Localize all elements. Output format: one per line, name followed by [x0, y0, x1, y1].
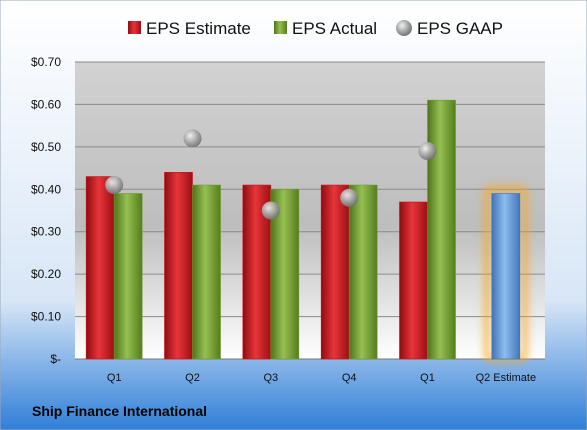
- y-tick-label: $0.30: [31, 225, 61, 239]
- estimate-bar: [85, 176, 115, 360]
- gaap-point: [105, 176, 124, 195]
- gaap-point: [261, 201, 280, 220]
- actual-bar: [113, 193, 143, 360]
- y-tick-label: $0.40: [31, 182, 61, 196]
- actual-bar: [348, 184, 378, 360]
- gaap-point: [418, 142, 437, 161]
- forecast-bar: [491, 193, 521, 360]
- y-tick-label: $0.70: [31, 55, 61, 69]
- gridlines: [75, 61, 545, 360]
- y-tick-label: $0.20: [31, 267, 61, 281]
- legend-label-gaap: EPS GAAP: [417, 19, 503, 38]
- actual-bar: [427, 99, 456, 360]
- x-tick-label: Q1: [420, 372, 435, 384]
- estimate-bar: [164, 172, 193, 360]
- x-tick-label: Q1: [107, 372, 122, 384]
- y-axis-ticks: $- $0.10 $0.20 $0.30 $0.40 $0.50 $0.60 $0.70: [31, 55, 61, 366]
- legend-swatch-actual: [274, 21, 287, 34]
- x-tick-label: Q3: [263, 372, 278, 384]
- x-tick-label: Q4: [342, 372, 357, 384]
- legend-label-actual: EPS Actual: [292, 19, 377, 38]
- plot-area: [75, 62, 545, 359]
- forecast-group: [483, 185, 528, 362]
- gaap-points: [105, 129, 437, 220]
- bars: [85, 99, 456, 360]
- legend-label-estimate: EPS Estimate: [146, 19, 251, 38]
- y-tick-label: $0.60: [31, 97, 61, 111]
- x-tick-label: Q2: [185, 372, 200, 384]
- gaap-point: [340, 188, 359, 207]
- y-tick-label: $0.10: [31, 310, 61, 324]
- actual-bar: [192, 184, 221, 360]
- y-tick-label: $-: [50, 352, 61, 366]
- x-axis-ticks: Q1 Q2 Q3 Q4 Q1 Q2 Estimate: [107, 372, 536, 384]
- x-tick-label: Q2 Estimate: [476, 372, 537, 384]
- gaap-point: [183, 129, 202, 148]
- legend-swatch-estimate: [128, 21, 141, 34]
- company-name: Ship Finance International: [32, 403, 207, 419]
- estimate-bar: [320, 184, 350, 360]
- legend: EPS Estimate EPS Actual EPS GAAP: [128, 19, 503, 38]
- legend-swatch-gaap: [396, 20, 412, 36]
- y-tick-label: $0.50: [31, 140, 61, 154]
- estimate-bar: [399, 201, 428, 360]
